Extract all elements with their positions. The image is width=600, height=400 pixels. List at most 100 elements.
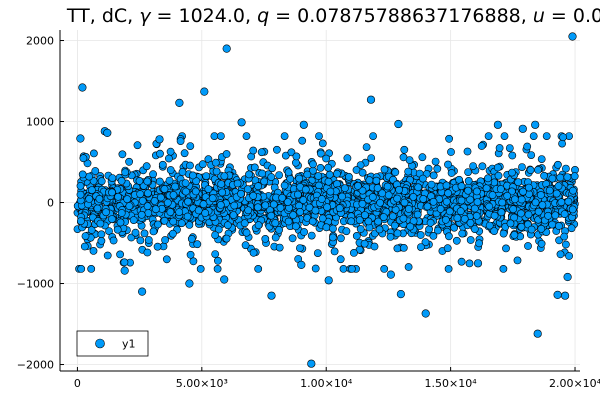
x-tick-label: 5.00×10³ [176,377,228,390]
data-point [336,234,345,243]
title-gamma-symbol: γ [139,5,152,27]
x-tick-label: 2.00×10⁴ [549,377,600,390]
data-point [78,83,87,92]
data-point [169,190,178,199]
data-point [338,192,346,201]
data-point [267,211,276,220]
data-point [540,171,548,180]
data-point [220,275,229,284]
data-point [114,192,122,201]
y-tick-label: −2000 [17,359,54,372]
data-point [517,209,525,218]
data-point [230,201,239,210]
data-point [570,172,579,181]
data-point [138,287,147,296]
data-point [233,179,242,188]
data-point [77,217,85,225]
data-point [413,210,422,219]
data-point [523,142,532,151]
data-point [524,210,533,219]
data-point [325,170,334,179]
data-point [457,257,466,266]
data-point [176,137,185,145]
data-point [164,154,173,163]
data-point [292,152,301,161]
data-point [299,120,308,129]
data-point [562,164,570,173]
data-point [324,163,333,172]
data-point [108,174,117,182]
data-point [356,225,365,233]
data-point [557,198,566,207]
data-point [211,250,220,258]
data-point [311,206,320,215]
data-point [317,195,326,203]
data-point [137,210,146,219]
data-point [278,193,287,202]
data-point [213,256,222,265]
data-point [562,240,570,249]
data-point [276,203,285,212]
data-point [253,203,262,212]
legend-label: y1 [122,338,136,351]
data-point [548,174,557,183]
data-point [495,144,504,152]
data-point [442,181,451,190]
data-point [185,279,194,288]
data-point [533,329,542,338]
data-point [303,170,312,179]
data-point [416,231,425,239]
data-point [293,190,302,199]
data-point [117,209,126,217]
data-point [493,120,503,129]
data-point [565,252,573,260]
data-point [436,204,445,213]
data-point [394,119,403,129]
data-point [464,168,472,176]
data-point [416,243,425,251]
data-point [212,167,221,176]
data-point [191,187,200,196]
data-point [418,174,427,183]
data-point [502,244,510,253]
data-point [564,197,573,206]
data-point [545,186,554,195]
data-point [125,202,134,210]
legend-marker [95,338,105,349]
data-point [160,185,169,193]
data-point [186,250,195,259]
chart-title: TT, dC, γ = 1024.0, q = 0.07875788637176… [66,5,600,27]
data-point [254,182,262,191]
data-point [559,133,567,142]
data-point [399,243,408,252]
data-point [166,147,175,156]
data-point [503,191,512,200]
data-point [518,124,527,133]
data-point [372,176,381,185]
data-point [194,206,203,215]
data-point [271,219,280,227]
data-point [155,177,164,186]
data-point [518,163,526,171]
data-point [80,242,89,251]
data-point [318,139,327,148]
data-point [241,241,250,250]
data-point [537,155,546,163]
data-point [396,290,406,299]
data-point [477,142,486,150]
data-point [443,244,452,253]
data-point [97,230,106,239]
y-tick-label: −1000 [17,278,54,291]
data-point [519,187,527,196]
data-point [393,194,402,203]
data-point [163,198,172,207]
data-point [360,211,369,219]
data-point [490,211,499,220]
data-point [271,233,280,242]
data-point [260,177,269,186]
data-point [188,171,197,180]
data-point [463,147,472,156]
data-point [444,189,452,198]
data-point [242,132,251,140]
